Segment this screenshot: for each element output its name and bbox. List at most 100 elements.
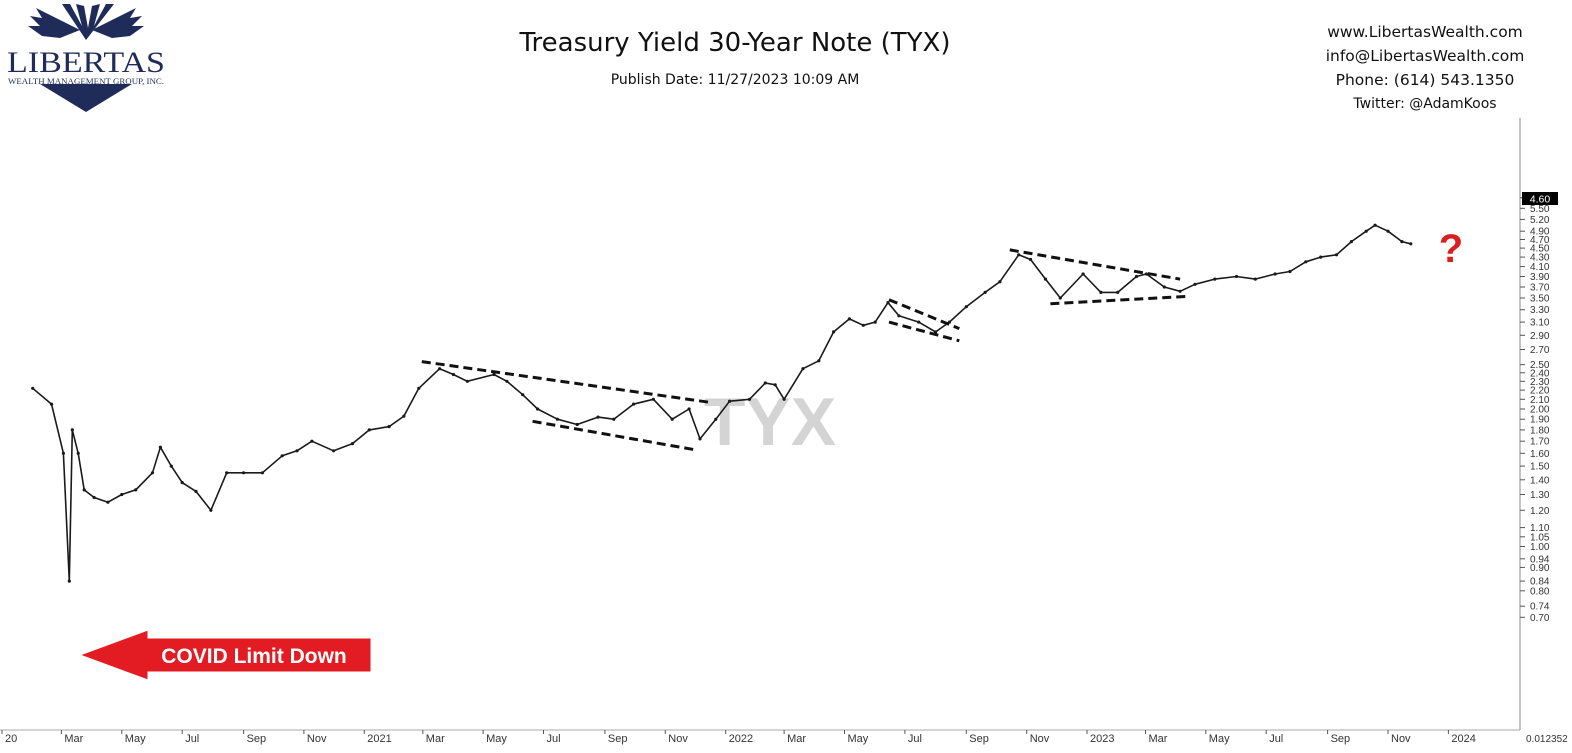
data-point — [1409, 242, 1413, 246]
last-price-badge: 4.60 — [1522, 192, 1558, 206]
data-point — [76, 451, 80, 455]
x-tick-label: Mar — [787, 733, 806, 745]
y-tick-label: 0.74 — [1530, 602, 1550, 613]
x-tick-label: Sep — [247, 733, 267, 745]
y-tick-label: 1.00 — [1530, 542, 1550, 553]
data-point — [632, 402, 636, 406]
price-series — [31, 223, 1413, 583]
data-point — [1253, 277, 1257, 281]
data-point — [1029, 257, 1033, 262]
data-point — [295, 449, 299, 453]
trendline — [888, 298, 960, 330]
y-tick-label: 1.70 — [1530, 437, 1550, 448]
data-point — [158, 445, 162, 449]
covid-annotation: COVID Limit Down — [78, 629, 372, 681]
data-point — [1162, 285, 1166, 289]
left-arrow-icon — [78, 629, 372, 681]
y-tick-label: 5.20 — [1530, 215, 1550, 226]
header: LIBERTAS WEALTH MANAGEMENT GROUP, INC. T… — [0, 0, 1572, 118]
data-point — [1134, 274, 1139, 279]
y-tick-label: 0.94 — [1530, 554, 1550, 565]
email-link[interactable]: info@LibertasWealth.com — [1325, 47, 1525, 65]
ticker-watermark: TYX — [704, 384, 836, 460]
x-tick-label: Mar — [1149, 733, 1168, 745]
publish-date: Publish Date: 11/27/2023 10:09 AM — [610, 72, 860, 88]
data-point — [350, 442, 355, 446]
data-point — [150, 471, 155, 475]
data-point — [698, 437, 702, 441]
data-point — [886, 301, 890, 305]
data-point — [61, 451, 65, 455]
y-tick-label: 2.20 — [1530, 386, 1550, 397]
data-point — [1017, 253, 1021, 257]
x-tick-label: 2024 — [1451, 733, 1475, 745]
data-point — [67, 579, 71, 583]
data-point — [1319, 255, 1323, 259]
data-point — [438, 367, 442, 371]
data-point — [1364, 229, 1368, 233]
x-tick-label: 2021 — [367, 733, 391, 745]
y-tick-label: 4.10 — [1530, 262, 1550, 273]
chart-title: Treasury Yield 30-Year Note (TYX) — [519, 28, 951, 58]
data-point — [1234, 274, 1239, 279]
eagle-icon — [28, 4, 144, 112]
x-tick-label: Jul — [1269, 733, 1283, 745]
data-point — [106, 500, 110, 504]
data-point — [714, 417, 718, 421]
contact-block: www.LibertasWealth.com info@LibertasWeal… — [1300, 20, 1550, 116]
data-point — [728, 399, 732, 403]
data-point — [575, 422, 579, 427]
data-point — [832, 330, 836, 334]
x-tick-label: Nov — [307, 733, 327, 745]
data-point — [687, 407, 691, 411]
data-point — [134, 488, 138, 492]
trendline — [1050, 294, 1191, 306]
y-tick-label: 1.50 — [1530, 462, 1550, 473]
x-tick-label: Jul — [547, 733, 561, 745]
data-point — [402, 414, 406, 418]
data-point — [1400, 240, 1404, 244]
data-point — [70, 428, 74, 432]
y-tick-label: 1.40 — [1530, 475, 1550, 486]
y-tick-label: 2.50 — [1530, 360, 1550, 371]
x-tick-label: May — [125, 733, 146, 745]
y-tick-label: 1.10 — [1530, 523, 1550, 534]
data-point — [194, 489, 198, 493]
x-tick-label: Jul — [908, 733, 922, 745]
data-point — [465, 379, 469, 383]
x-tick-label: 2022 — [729, 733, 753, 745]
x-tick-label: Sep — [1331, 733, 1351, 745]
website-link[interactable]: www.LibertasWealth.com — [1327, 23, 1523, 41]
data-point — [773, 383, 777, 387]
data-point — [1213, 277, 1217, 281]
yield-chart: TYX 5.805.505.204.904.704.504.304.103.90… — [0, 118, 1572, 753]
logo: LIBERTAS WEALTH MANAGEMENT GROUP, INC. — [7, 4, 165, 112]
data-point — [31, 386, 35, 390]
data-point — [651, 397, 656, 401]
data-point — [983, 290, 987, 294]
data-point — [1334, 253, 1339, 257]
y-tick-label: 2.00 — [1530, 405, 1550, 416]
data-point — [1386, 229, 1390, 233]
data-point — [1349, 240, 1353, 244]
y-tick-label: 1.80 — [1530, 425, 1550, 436]
y-tick-label: 2.40 — [1530, 368, 1550, 379]
y-tick-label: 0.90 — [1530, 563, 1550, 574]
data-point — [670, 417, 674, 421]
data-point — [367, 428, 371, 432]
data-point — [782, 397, 786, 401]
trendlines — [421, 248, 1191, 452]
y-tick-label: 0.70 — [1530, 613, 1550, 624]
x-tick-label: 20 — [5, 733, 17, 745]
data-point — [1116, 290, 1120, 294]
data-point — [82, 488, 86, 492]
logo-subtext: WEALTH MANAGEMENT GROUP, INC. — [8, 77, 164, 86]
covid-label: COVID Limit Down — [161, 645, 347, 668]
y-tick-label: 3.10 — [1530, 318, 1550, 329]
data-point — [998, 280, 1002, 284]
x-tick-label: May — [848, 733, 869, 745]
y-tick-label: 2.90 — [1530, 331, 1550, 342]
trendline — [888, 320, 960, 343]
data-point — [1273, 272, 1277, 276]
